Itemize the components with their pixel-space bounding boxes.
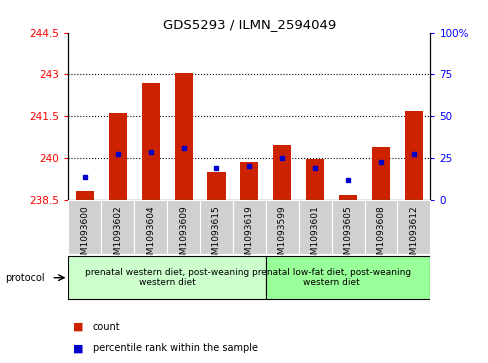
Text: GSM1093612: GSM1093612 xyxy=(408,205,418,266)
Text: ■: ■ xyxy=(73,322,83,332)
Title: GDS5293 / ILMN_2594049: GDS5293 / ILMN_2594049 xyxy=(163,19,335,32)
Bar xyxy=(273,145,291,200)
Text: GSM1093615: GSM1093615 xyxy=(212,205,221,266)
Bar xyxy=(101,200,134,254)
Bar xyxy=(265,200,298,254)
Text: percentile rank within the sample: percentile rank within the sample xyxy=(93,343,257,354)
Bar xyxy=(364,200,397,254)
Bar xyxy=(265,256,429,299)
Bar xyxy=(338,195,356,200)
Text: GSM1093605: GSM1093605 xyxy=(343,205,352,266)
Bar xyxy=(397,200,429,254)
Text: GSM1093619: GSM1093619 xyxy=(244,205,253,266)
Text: GSM1093608: GSM1093608 xyxy=(376,205,385,266)
Bar xyxy=(134,200,167,254)
Bar xyxy=(108,113,126,200)
Text: GSM1093609: GSM1093609 xyxy=(179,205,188,266)
Bar xyxy=(68,256,265,299)
Text: GSM1093602: GSM1093602 xyxy=(113,205,122,266)
Text: GSM1093599: GSM1093599 xyxy=(277,205,286,266)
Bar xyxy=(76,191,94,200)
Text: prenatal western diet, post-weaning
western diet: prenatal western diet, post-weaning west… xyxy=(85,268,249,287)
Text: GSM1093604: GSM1093604 xyxy=(146,205,155,266)
Bar xyxy=(298,200,331,254)
Bar xyxy=(68,200,101,254)
Text: protocol: protocol xyxy=(5,273,44,283)
Bar xyxy=(167,200,200,254)
Bar xyxy=(174,73,192,200)
Text: GSM1093600: GSM1093600 xyxy=(80,205,89,266)
Bar xyxy=(404,111,422,200)
Text: count: count xyxy=(93,322,120,332)
Text: GSM1093601: GSM1093601 xyxy=(310,205,319,266)
Bar xyxy=(305,159,324,200)
Bar xyxy=(142,83,160,200)
Bar xyxy=(371,147,389,200)
Text: prenatal low-fat diet, post-weaning
western diet: prenatal low-fat diet, post-weaning west… xyxy=(251,268,410,287)
Bar xyxy=(240,162,258,200)
Bar xyxy=(200,200,232,254)
Bar xyxy=(207,172,225,200)
Bar xyxy=(331,200,364,254)
Text: ■: ■ xyxy=(73,343,83,354)
Bar xyxy=(232,200,265,254)
